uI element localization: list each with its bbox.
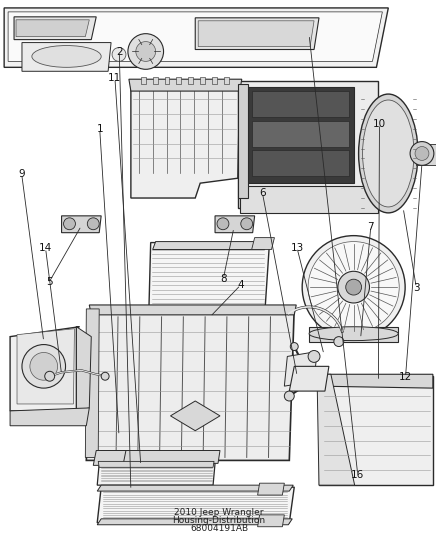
Polygon shape (198, 21, 314, 46)
Text: 12: 12 (399, 373, 412, 382)
Circle shape (338, 271, 370, 303)
Circle shape (334, 337, 344, 346)
Circle shape (217, 218, 229, 230)
Ellipse shape (309, 327, 398, 341)
Ellipse shape (359, 94, 418, 213)
Text: 16: 16 (351, 470, 364, 480)
Circle shape (45, 372, 55, 381)
Polygon shape (252, 150, 349, 176)
Circle shape (136, 42, 155, 61)
Polygon shape (62, 216, 101, 233)
Text: 8: 8 (220, 273, 226, 284)
Circle shape (112, 47, 126, 61)
Circle shape (415, 147, 429, 160)
Circle shape (308, 241, 399, 333)
Polygon shape (252, 121, 349, 147)
Text: 68004191AB: 68004191AB (190, 524, 248, 533)
Circle shape (30, 352, 58, 380)
Text: 3: 3 (413, 282, 420, 293)
Polygon shape (97, 463, 215, 485)
Polygon shape (4, 8, 389, 67)
Polygon shape (188, 77, 193, 84)
Polygon shape (16, 20, 89, 37)
Circle shape (410, 142, 434, 165)
Polygon shape (153, 241, 268, 249)
Text: 9: 9 (18, 169, 25, 179)
Text: 11: 11 (108, 73, 121, 83)
Polygon shape (317, 374, 433, 388)
Polygon shape (248, 87, 353, 183)
Polygon shape (98, 462, 214, 467)
Polygon shape (129, 79, 242, 91)
Circle shape (22, 344, 66, 388)
Polygon shape (215, 216, 254, 233)
Polygon shape (165, 77, 170, 84)
Polygon shape (10, 408, 89, 426)
Polygon shape (14, 17, 96, 39)
Polygon shape (97, 487, 294, 523)
Polygon shape (170, 401, 220, 431)
Polygon shape (252, 91, 349, 117)
Polygon shape (224, 77, 229, 84)
Text: Housing-Distribution: Housing-Distribution (173, 516, 265, 526)
Polygon shape (416, 143, 436, 165)
Circle shape (302, 236, 405, 338)
Circle shape (87, 218, 99, 230)
Text: 5: 5 (46, 277, 52, 287)
Polygon shape (89, 305, 296, 315)
Circle shape (346, 279, 362, 295)
Polygon shape (240, 186, 378, 213)
Text: 14: 14 (39, 243, 52, 253)
Ellipse shape (363, 100, 414, 207)
Polygon shape (212, 77, 217, 84)
Polygon shape (141, 77, 146, 84)
Circle shape (128, 34, 163, 69)
Text: 2: 2 (116, 47, 123, 56)
Polygon shape (289, 366, 329, 391)
Circle shape (101, 372, 109, 380)
Polygon shape (85, 309, 99, 457)
Polygon shape (238, 84, 248, 198)
Polygon shape (177, 77, 181, 84)
Polygon shape (195, 18, 319, 50)
Polygon shape (17, 329, 74, 404)
Polygon shape (8, 12, 382, 61)
Polygon shape (252, 238, 275, 249)
Circle shape (284, 391, 294, 401)
Polygon shape (284, 351, 317, 386)
Text: 7: 7 (367, 222, 374, 232)
Polygon shape (319, 376, 433, 485)
Circle shape (64, 218, 75, 230)
Polygon shape (97, 485, 293, 491)
Polygon shape (258, 515, 284, 527)
Polygon shape (131, 81, 240, 198)
Text: 6: 6 (259, 188, 266, 198)
Polygon shape (149, 243, 269, 317)
Polygon shape (86, 307, 294, 461)
Polygon shape (10, 327, 79, 411)
Circle shape (290, 343, 298, 351)
Polygon shape (153, 77, 158, 84)
Polygon shape (97, 519, 292, 525)
Polygon shape (76, 327, 91, 411)
Circle shape (308, 351, 320, 362)
Polygon shape (93, 450, 126, 465)
Polygon shape (317, 374, 355, 485)
Text: 13: 13 (290, 243, 304, 253)
Polygon shape (101, 450, 220, 463)
Text: 4: 4 (237, 280, 244, 290)
Polygon shape (200, 77, 205, 84)
Polygon shape (22, 43, 111, 71)
Polygon shape (258, 483, 284, 495)
Text: 2010 Jeep Wrangler: 2010 Jeep Wrangler (174, 508, 264, 518)
Text: 10: 10 (373, 119, 386, 129)
Text: 1: 1 (96, 124, 103, 134)
Polygon shape (309, 327, 398, 342)
Polygon shape (238, 81, 378, 208)
Circle shape (241, 218, 253, 230)
Ellipse shape (32, 45, 101, 67)
